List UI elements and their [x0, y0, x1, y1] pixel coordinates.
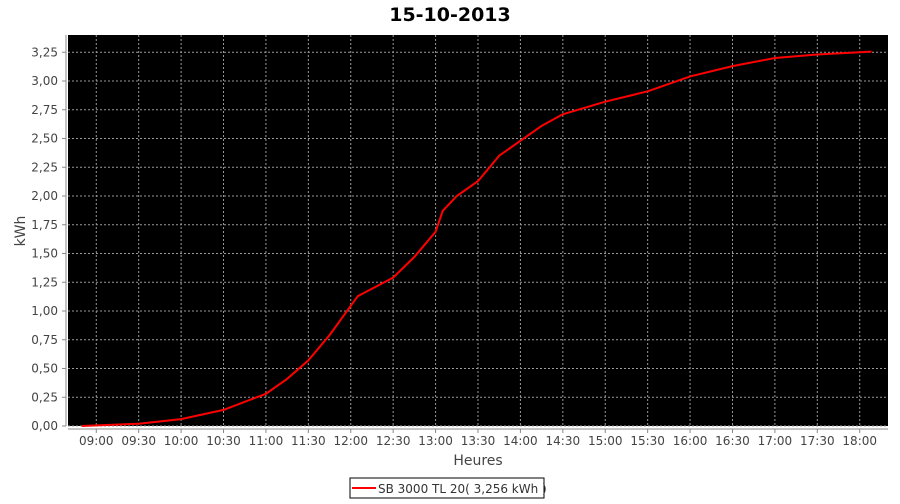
data-point	[455, 195, 458, 197]
data-point	[562, 113, 564, 116]
y-tick-label: 0,00	[31, 419, 58, 433]
x-tick-label: 17:30	[800, 434, 835, 448]
legend-label: SB 3000 TL 20( 3,256 kWh )	[378, 482, 547, 496]
y-tick-label: 2,25	[31, 160, 58, 174]
data-point	[307, 359, 310, 362]
x-tick-label: 12:30	[376, 434, 411, 448]
y-tick-label: 0,50	[31, 362, 58, 376]
y-tick-label: 2,75	[31, 103, 58, 117]
data-point	[265, 393, 267, 395]
y-axis: 0,00 0,25 0,50 0,75 1,00 1,25 1,50 1,75 2,00 2,25…	[31, 45, 66, 433]
x-tick-label: 09:30	[121, 434, 156, 448]
data-point	[392, 276, 394, 279]
data-point	[731, 65, 734, 67]
data-point	[286, 378, 288, 380]
y-axis-label: kWh	[13, 216, 29, 247]
x-tick-label: 17:00	[758, 434, 793, 448]
data-point	[441, 210, 444, 212]
x-tick-label: 09:00	[79, 434, 114, 448]
data-point	[328, 334, 331, 336]
x-axis: 09:00 09:30 10:00 10:30 11:00 11:30 12:00 12:30…	[79, 429, 877, 448]
series-line	[82, 50, 872, 427]
data-point	[540, 125, 543, 127]
y-tick-label: 0,75	[31, 333, 58, 347]
y-tick-label: 0,25	[31, 390, 58, 404]
x-tick-label: 16:30	[715, 434, 750, 448]
data-point	[342, 314, 345, 317]
data-point	[81, 425, 83, 427]
data-point	[870, 50, 872, 53]
data-point	[498, 154, 501, 157]
y-tick-label: 2,50	[31, 132, 58, 146]
x-tick-label: 11:00	[249, 434, 284, 448]
grid	[68, 35, 888, 427]
legend-box	[349, 477, 545, 499]
x-tick-label: 16:00	[673, 434, 708, 448]
y-tick-label: 3,00	[31, 74, 58, 88]
y-tick-label: 3,25	[31, 45, 58, 59]
data-point	[222, 409, 225, 411]
x-tick-label: 10:30	[206, 434, 241, 448]
x-tick-label: 18:00	[842, 434, 877, 448]
data-point	[477, 180, 479, 182]
data-point	[413, 256, 416, 258]
data-point	[357, 295, 359, 297]
data-point	[689, 75, 691, 78]
y-tick-label: 2,00	[31, 189, 58, 203]
data-point	[774, 57, 776, 59]
x-axis-label: Heures	[453, 453, 502, 469]
data-point	[180, 418, 182, 420]
chart-title: 15-10-2013	[389, 4, 511, 26]
data-point	[137, 422, 140, 425]
data-point	[519, 140, 522, 142]
y-tick-label: 1,00	[31, 304, 58, 318]
x-tick-label: 12:00	[333, 434, 368, 448]
x-tick-label: 11:30	[291, 434, 326, 448]
series-layer	[81, 50, 872, 427]
x-tick-label: 14:30	[546, 434, 581, 448]
y-tick-label: 1,75	[31, 218, 58, 232]
x-tick-label: 14:00	[503, 434, 538, 448]
x-tick-label: 13:00	[418, 434, 453, 448]
x-tick-label: 15:30	[630, 434, 665, 448]
y-tick-label: 1,25	[31, 275, 58, 289]
legend: SB 3000 TL 20( 3,256 kWh )	[349, 477, 547, 499]
x-tick-label: 13:30	[461, 434, 496, 448]
data-point	[816, 53, 819, 56]
x-tick-label: 10:00	[164, 434, 199, 448]
data-point	[646, 90, 649, 93]
data-point	[434, 230, 437, 233]
y-tick-label: 1,50	[31, 247, 58, 261]
data-point	[858, 51, 861, 54]
x-tick-label: 15:00	[588, 434, 623, 448]
data-point	[604, 100, 607, 103]
